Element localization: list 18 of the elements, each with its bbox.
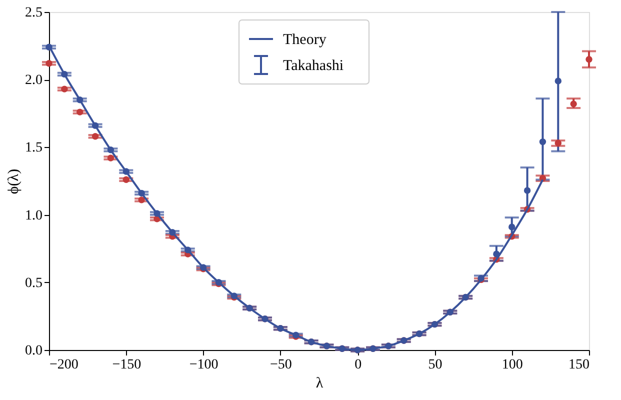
x-tick-label: 50 [428, 358, 442, 372]
x-tick-label: −50 [270, 358, 292, 372]
y-tick-label: 0.0 [25, 344, 42, 358]
x-axis-title: λ [316, 376, 324, 392]
y-tick-label: 1.0 [25, 208, 42, 224]
legend-label: Theory [283, 32, 327, 48]
y-axis-title: ϕ(λ) [6, 168, 22, 194]
x-tick-label: −200 [50, 358, 78, 372]
y-tick-label: 1.5 [25, 140, 42, 156]
x-tick-label: −100 [189, 358, 218, 372]
x-tick-label: −150 [112, 358, 142, 372]
y-tick-label: 2.0 [25, 73, 42, 88]
y-tick-label: 0.5 [25, 276, 42, 291]
x-tick-label: 100 [502, 358, 523, 372]
legend-label: Takahashi [283, 58, 344, 74]
x-tick-label: 150 [568, 358, 590, 372]
y-tick-label: 2.5 [25, 6, 42, 20]
x-tick-label: 0 [354, 358, 362, 372]
